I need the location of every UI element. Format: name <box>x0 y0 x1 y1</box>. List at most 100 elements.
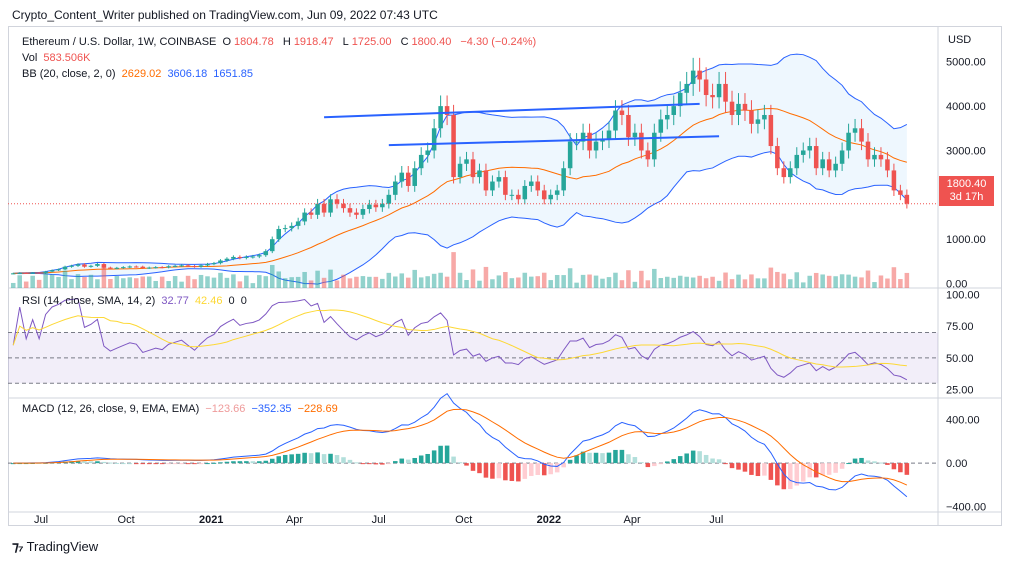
macd-histogram-bar <box>231 461 236 464</box>
candle-body <box>334 199 340 204</box>
chart-frame[interactable] <box>8 26 1002 526</box>
candle-body <box>444 106 450 115</box>
main-legend: Ethereum / U.S. Dollar, 1W, COINBASE O 18… <box>22 36 539 48</box>
tradingview-logo-icon: ⁊₇ <box>12 538 24 554</box>
macd-histogram-bar <box>192 463 197 465</box>
volume-bar <box>872 282 877 288</box>
macd-histogram-bar <box>587 452 592 464</box>
candle-body <box>690 70 696 84</box>
candle-body <box>315 203 320 215</box>
volume-bar <box>393 276 398 288</box>
macd-histogram-bar <box>185 463 191 465</box>
volume-bar <box>425 276 430 288</box>
tradingview-footer[interactable]: ⁊₇ TradingView <box>12 538 98 555</box>
macd-histogram-bar <box>794 463 800 486</box>
price-tick-label: 3000.00 <box>946 145 986 157</box>
bar-countdown: 3d 17h <box>949 191 984 203</box>
volume-bar <box>166 281 171 288</box>
volume-bar <box>62 270 68 288</box>
macd-histogram-bar <box>658 463 664 465</box>
candle-body <box>742 103 748 111</box>
candle-body <box>250 256 256 258</box>
brand-name: TradingView <box>26 539 99 554</box>
volume-bar <box>606 277 612 288</box>
volume-bar <box>736 274 741 288</box>
volume-bar <box>95 279 100 288</box>
volume-bar <box>548 280 553 288</box>
volume-bar <box>121 278 126 288</box>
volume-bar <box>658 278 664 288</box>
volume-bar <box>788 279 793 288</box>
macd-histogram-bar <box>768 463 774 480</box>
volume-bar <box>755 278 761 288</box>
volume-bar <box>367 276 372 288</box>
volume-bar <box>613 272 618 288</box>
macd-histogram-bar <box>554 463 560 473</box>
volume-bar <box>451 252 456 288</box>
chart-canvas[interactable]: 5000.004000.003000.002000.001000.000.001… <box>8 26 1002 526</box>
time-tick-label: 2021 <box>199 514 223 526</box>
volume-bar <box>483 266 489 288</box>
macd-histogram-bar <box>367 463 372 465</box>
price-tick-label: 5000.00 <box>946 57 986 69</box>
macd-histogram-bar <box>885 463 890 465</box>
volume-bar <box>244 275 249 288</box>
macd-histogram-bar <box>211 462 217 464</box>
price-tick-label: 1000.00 <box>946 234 986 246</box>
volume-bar <box>723 272 728 288</box>
macd-histogram-bar <box>606 452 612 464</box>
volume-bar <box>237 281 243 288</box>
macd-histogram-bar <box>360 463 366 465</box>
volume-bar <box>295 276 301 288</box>
symbol-label: Ethereum / U.S. Dollar, 1W, COINBASE <box>22 36 217 48</box>
volume-bar <box>852 276 858 288</box>
macd-histogram-bar <box>263 460 269 464</box>
candle-body <box>127 266 133 268</box>
vol-label: Vol <box>22 52 38 64</box>
macd-histogram-bar <box>561 463 566 468</box>
volume-bar <box>328 269 333 288</box>
candle-body <box>587 132 592 151</box>
volume-bar <box>587 274 592 288</box>
time-tick-label: 2022 <box>537 514 561 526</box>
macd-histogram-bar <box>516 463 521 482</box>
volume-bar <box>529 276 534 288</box>
macd-histogram-bar <box>490 463 495 479</box>
candle-body <box>114 267 120 269</box>
candle-body <box>101 264 107 268</box>
macd-signal-line <box>13 408 908 486</box>
macd-histogram-bar <box>10 463 16 465</box>
macd-histogram-bar <box>483 463 489 478</box>
volume-bar <box>807 275 812 288</box>
candle-body <box>244 256 249 258</box>
bb-label: BB (20, close, 2, 0) <box>22 68 116 80</box>
macd-histogram-bar <box>334 455 340 464</box>
macd-histogram-bar <box>405 459 411 464</box>
volume-bar <box>205 276 210 288</box>
volume-bar <box>146 276 152 288</box>
macd-histogram-bar <box>736 463 741 470</box>
candle-body <box>360 209 366 215</box>
volume-bar <box>703 278 709 288</box>
volume-bar <box>762 278 767 288</box>
candle-body <box>451 114 456 178</box>
rsi-tick-label: 75.00 <box>946 321 974 333</box>
volume-bar <box>140 276 146 288</box>
volume-bar <box>554 274 560 288</box>
candle-body <box>95 264 100 266</box>
bb-upper-line <box>13 53 908 274</box>
volume-bar <box>749 274 754 288</box>
macd-histogram-bar <box>134 463 139 465</box>
candle-body <box>328 199 333 213</box>
volume-bar <box>36 279 42 288</box>
macd-histogram-bar <box>464 463 469 466</box>
candle-body <box>237 256 243 258</box>
volume-bar <box>302 271 307 288</box>
volume-bar <box>179 281 184 288</box>
bb-lower-value: 1651.85 <box>213 68 254 80</box>
candle-body <box>23 272 29 274</box>
volume-bar <box>516 277 521 288</box>
candle-body <box>198 265 204 267</box>
volume-bar <box>438 272 443 288</box>
candle-body <box>282 228 288 230</box>
